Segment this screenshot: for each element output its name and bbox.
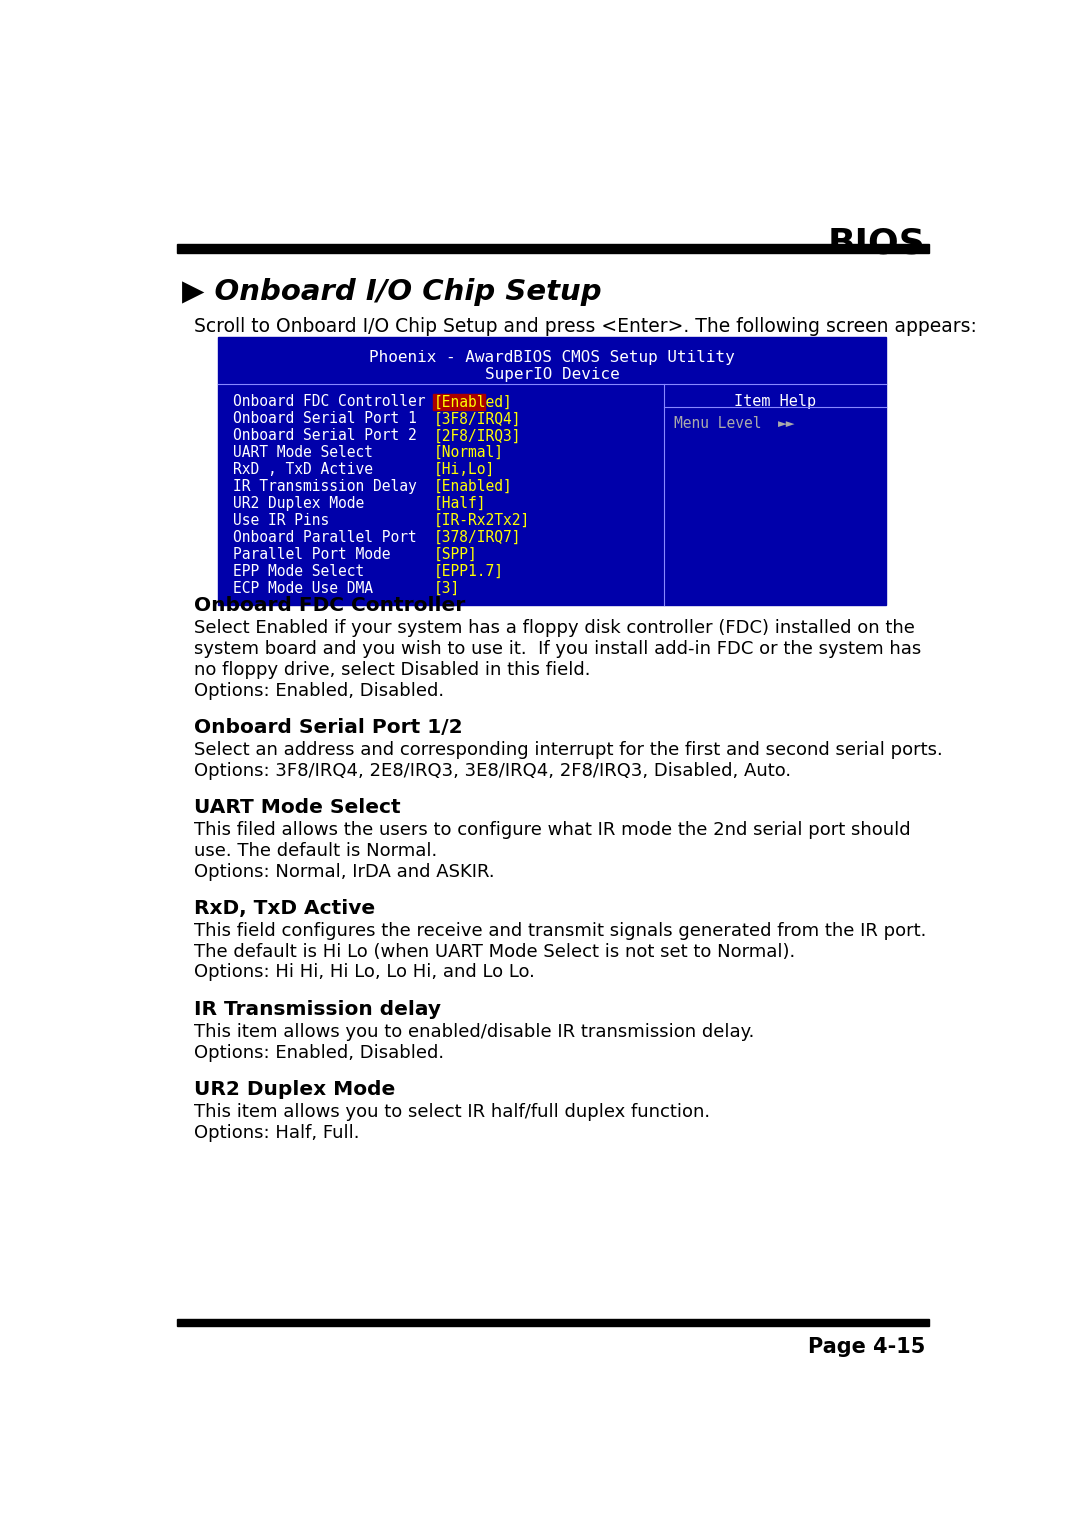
Text: [3F8/IRQ4]: [3F8/IRQ4] bbox=[433, 411, 521, 426]
Text: UR2 Duplex Mode: UR2 Duplex Mode bbox=[233, 496, 365, 511]
Text: Scroll to Onboard I/O Chip Setup and press <Enter>. The following screen appears: Scroll to Onboard I/O Chip Setup and pre… bbox=[194, 317, 976, 335]
Text: Parallel Port Mode: Parallel Port Mode bbox=[233, 547, 391, 562]
Text: Select an address and corresponding interrupt for the first and second serial po: Select an address and corresponding inte… bbox=[194, 741, 943, 760]
Text: Phoenix - AwardBIOS CMOS Setup Utility: Phoenix - AwardBIOS CMOS Setup Utility bbox=[369, 350, 734, 365]
Text: UR2 Duplex Mode: UR2 Duplex Mode bbox=[194, 1079, 395, 1099]
Text: This field configures the receive and transmit signals generated from the IR por: This field configures the receive and tr… bbox=[194, 922, 927, 940]
Text: Onboard Serial Port 1: Onboard Serial Port 1 bbox=[233, 411, 417, 426]
Text: Select Enabled if your system has a floppy disk controller (FDC) installed on th: Select Enabled if your system has a flop… bbox=[194, 619, 915, 637]
Text: Options: Enabled, Disabled.: Options: Enabled, Disabled. bbox=[194, 1043, 444, 1061]
Text: Options: Enabled, Disabled.: Options: Enabled, Disabled. bbox=[194, 682, 444, 700]
Text: system board and you wish to use it.  If you install add-in FDC or the system ha: system board and you wish to use it. If … bbox=[194, 640, 921, 658]
Text: Onboard FDC Controller: Onboard FDC Controller bbox=[194, 596, 465, 615]
Text: RxD, TxD Active: RxD, TxD Active bbox=[194, 899, 375, 917]
Bar bbox=[433, 394, 485, 409]
Text: ►►: ►► bbox=[779, 415, 796, 431]
Text: IR Transmission delay: IR Transmission delay bbox=[194, 999, 441, 1019]
Bar bbox=[177, 244, 929, 253]
Text: RxD , TxD Active: RxD , TxD Active bbox=[233, 462, 374, 478]
Text: [Enabled]: [Enabled] bbox=[433, 479, 512, 494]
Bar bbox=[177, 1319, 929, 1326]
Text: [Enabled]: [Enabled] bbox=[434, 394, 513, 409]
Text: ▶ Onboard I/O Chip Setup: ▶ Onboard I/O Chip Setup bbox=[181, 277, 602, 306]
Text: Options: Hi Hi, Hi Lo, Lo Hi, and Lo Lo.: Options: Hi Hi, Hi Lo, Lo Hi, and Lo Lo. bbox=[194, 964, 535, 981]
Text: UART Mode Select: UART Mode Select bbox=[233, 446, 374, 461]
Text: Onboard Parallel Port: Onboard Parallel Port bbox=[233, 531, 417, 544]
Text: Options: Half, Full.: Options: Half, Full. bbox=[194, 1123, 360, 1142]
Text: This item allows you to select IR half/full duplex function.: This item allows you to select IR half/f… bbox=[194, 1102, 710, 1120]
Text: Item Help: Item Help bbox=[733, 394, 815, 409]
Text: [SPP]: [SPP] bbox=[433, 547, 477, 562]
Text: Use IR Pins: Use IR Pins bbox=[233, 512, 329, 528]
Text: The default is Hi Lo (when UART Mode Select is not set to Normal).: The default is Hi Lo (when UART Mode Sel… bbox=[194, 943, 795, 961]
Text: [Normal]: [Normal] bbox=[433, 446, 503, 461]
Text: [378/IRQ7]: [378/IRQ7] bbox=[433, 531, 521, 544]
Text: ECP Mode Use DMA: ECP Mode Use DMA bbox=[233, 581, 374, 596]
Text: This filed allows the users to configure what IR mode the 2nd serial port should: This filed allows the users to configure… bbox=[194, 822, 910, 838]
Text: Onboard Serial Port 2: Onboard Serial Port 2 bbox=[233, 429, 417, 443]
Text: Onboard FDC Controller: Onboard FDC Controller bbox=[233, 394, 426, 409]
Text: BIOS: BIOS bbox=[827, 226, 926, 261]
Text: IR Transmission Delay: IR Transmission Delay bbox=[233, 479, 417, 494]
Text: Page 4-15: Page 4-15 bbox=[808, 1337, 926, 1357]
Text: Onboard Serial Port 1/2: Onboard Serial Port 1/2 bbox=[194, 719, 462, 737]
Bar bbox=[218, 338, 886, 605]
Text: UART Mode Select: UART Mode Select bbox=[194, 797, 401, 817]
Text: This item allows you to enabled/disable IR transmission delay.: This item allows you to enabled/disable … bbox=[194, 1023, 754, 1041]
Text: [Half]: [Half] bbox=[433, 496, 486, 511]
Text: EPP Mode Select: EPP Mode Select bbox=[233, 564, 365, 579]
Text: [Hi,Lo]: [Hi,Lo] bbox=[433, 462, 495, 478]
Text: Options: Normal, IrDA and ASKIR.: Options: Normal, IrDA and ASKIR. bbox=[194, 863, 495, 881]
Text: use. The default is Normal.: use. The default is Normal. bbox=[194, 841, 437, 860]
Text: [2F8/IRQ3]: [2F8/IRQ3] bbox=[433, 429, 521, 443]
Text: [IR-Rx2Tx2]: [IR-Rx2Tx2] bbox=[433, 512, 529, 528]
Text: no floppy drive, select Disabled in this field.: no floppy drive, select Disabled in this… bbox=[194, 661, 591, 679]
Text: [EPP1.7]: [EPP1.7] bbox=[433, 564, 503, 579]
Text: SuperIO Device: SuperIO Device bbox=[485, 367, 619, 382]
Text: Menu Level: Menu Level bbox=[674, 415, 761, 431]
Text: [3]: [3] bbox=[433, 581, 460, 596]
Text: Options: 3F8/IRQ4, 2E8/IRQ3, 3E8/IRQ4, 2F8/IRQ3, Disabled, Auto.: Options: 3F8/IRQ4, 2E8/IRQ3, 3E8/IRQ4, 2… bbox=[194, 761, 791, 779]
